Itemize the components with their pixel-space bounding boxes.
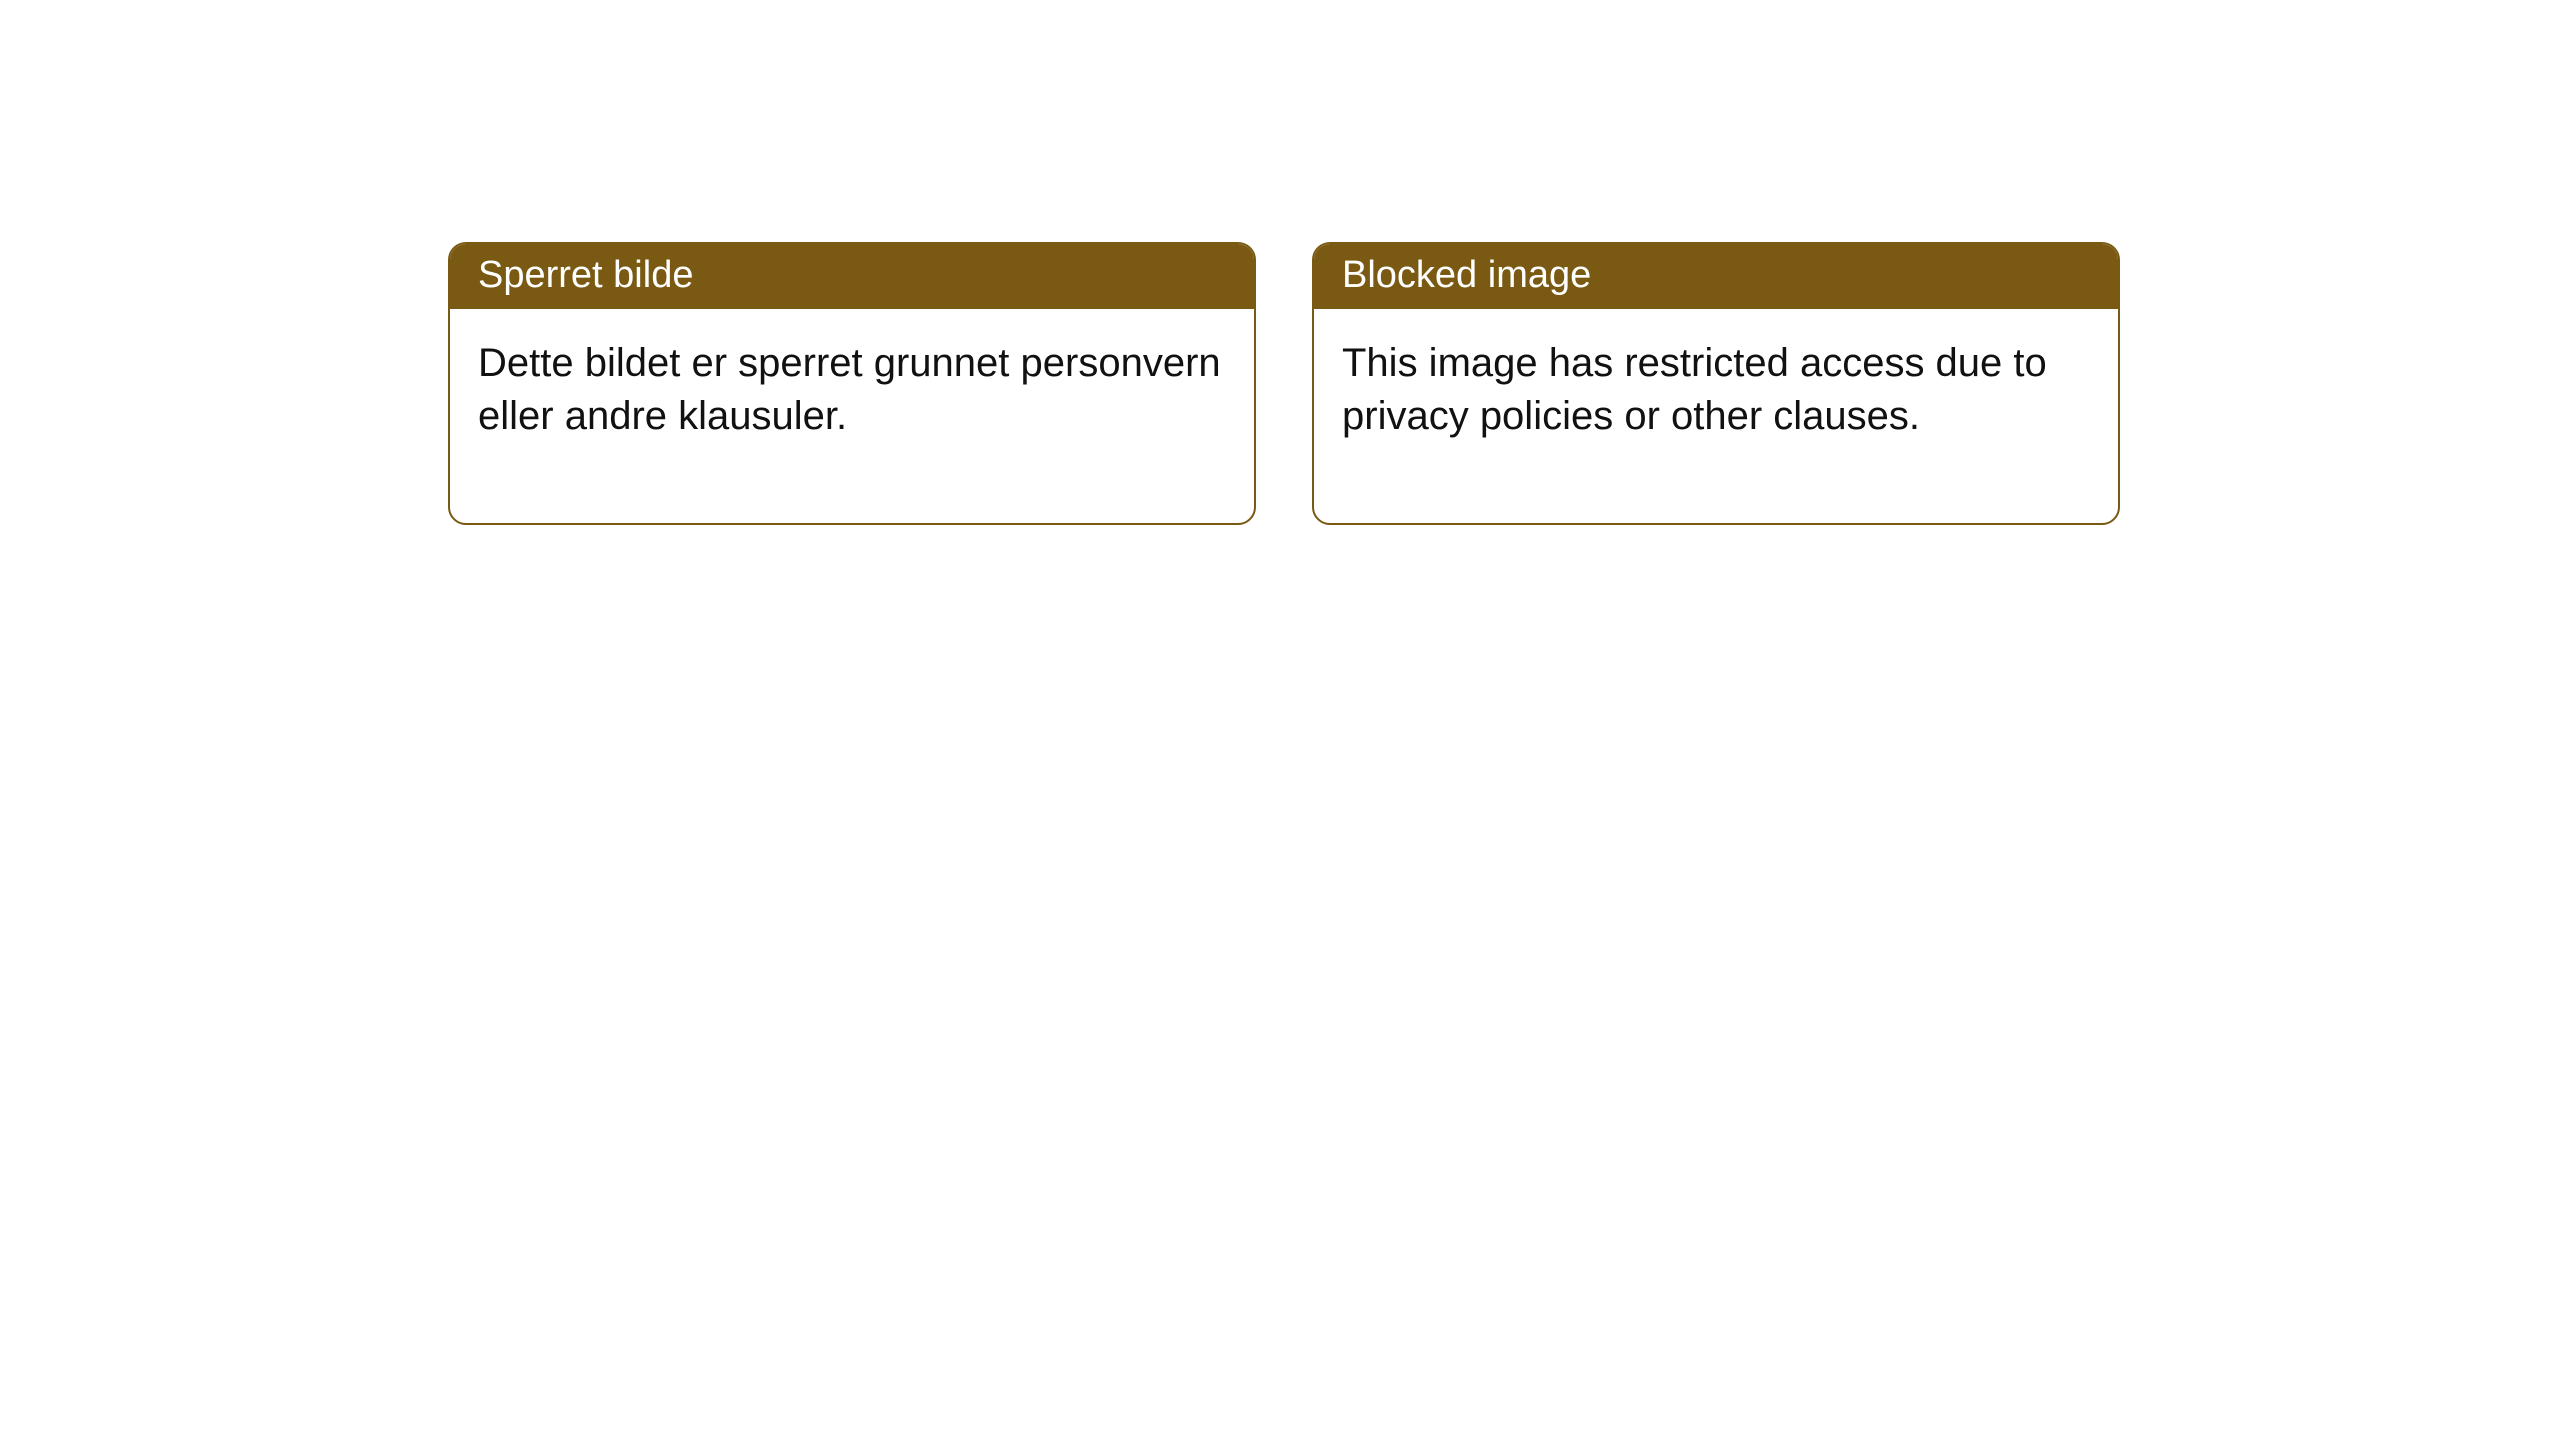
notice-header: Blocked image — [1314, 244, 2118, 309]
notice-header: Sperret bilde — [450, 244, 1254, 309]
notice-card-norwegian: Sperret bilde Dette bildet er sperret gr… — [448, 242, 1256, 525]
notice-body: This image has restricted access due to … — [1314, 309, 2118, 523]
notice-container: Sperret bilde Dette bildet er sperret gr… — [448, 242, 2120, 525]
notice-body: Dette bildet er sperret grunnet personve… — [450, 309, 1254, 523]
notice-card-english: Blocked image This image has restricted … — [1312, 242, 2120, 525]
